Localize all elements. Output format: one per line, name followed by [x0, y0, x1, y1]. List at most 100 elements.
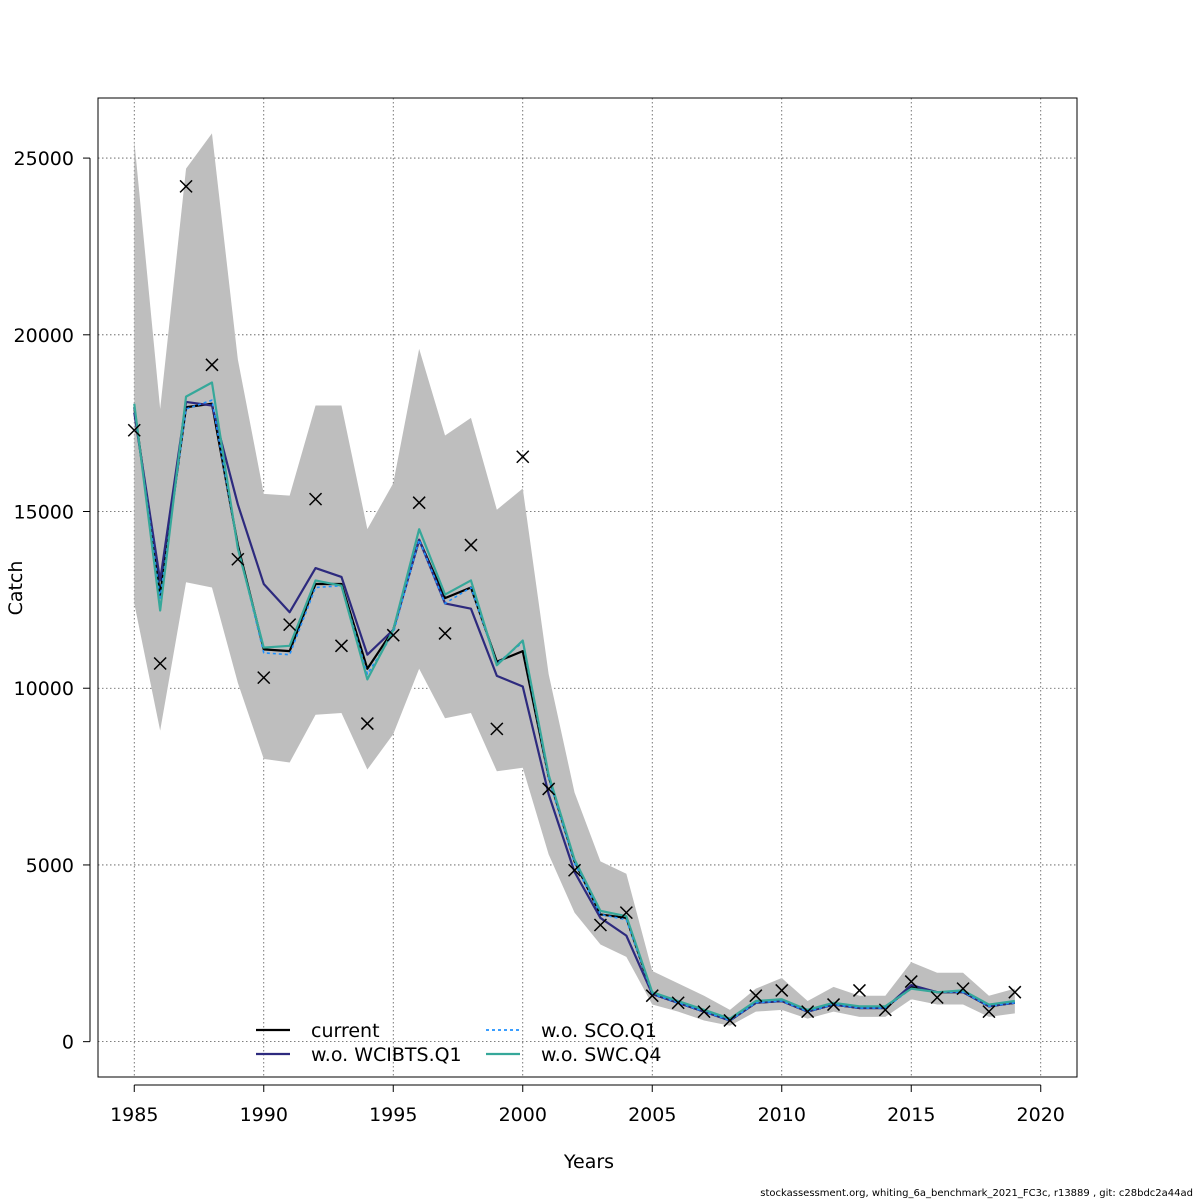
observed-point-2000: [516, 450, 530, 464]
observed-point-2016: [930, 990, 944, 1005]
observed-point-stroke-b: [231, 552, 245, 566]
observed-point-1990: [257, 671, 271, 685]
observed-point-stroke-b: [801, 1005, 815, 1019]
y-tick-label-10000: 10000: [14, 678, 74, 700]
legend-entry-3: w.o. SCO.Q1: [486, 1020, 657, 1042]
observed-point-2017: [956, 982, 970, 996]
observed-markers: [127, 179, 1022, 1027]
observed-point-1996: [412, 496, 426, 510]
observed-point-2001: [542, 782, 556, 796]
observed-point-1985: [127, 423, 141, 437]
observed-point-2007: [697, 1005, 711, 1019]
y-axis-label: Catch: [5, 561, 27, 616]
observed-point-stroke-b: [982, 1005, 996, 1019]
observed-point-stroke-b: [956, 982, 970, 996]
observed-point-stroke-b: [257, 671, 271, 685]
observed-point-stroke-b: [127, 423, 141, 437]
x-tick-label-2015: 2015: [887, 1104, 935, 1126]
observed-point-2014: [878, 1003, 892, 1017]
x-axis-label: Years: [563, 1151, 614, 1173]
observed-point-1995: [386, 628, 400, 642]
observed-point-stroke-b: [697, 1005, 711, 1019]
observed-point-2010: [775, 983, 789, 997]
observed-point-stroke-b: [309, 492, 323, 506]
x-tick-label-1990: 1990: [240, 1104, 288, 1126]
legend-label-3: w.o. SCO.Q1: [541, 1020, 657, 1042]
observed-point-stroke-b: [775, 983, 789, 997]
observed-point-1997: [438, 626, 452, 640]
observed-point-2002: [568, 863, 582, 877]
observed-point-stroke-b: [904, 975, 918, 989]
observed-point-stroke-b: [930, 990, 944, 1005]
observed-point-1992: [309, 492, 323, 506]
x-tick-label-2010: 2010: [758, 1104, 806, 1126]
observed-point-2009: [749, 989, 763, 1003]
series-layer: [133, 381, 1015, 1022]
observed-point-stroke-b: [438, 626, 452, 640]
observed-point-2019: [1008, 985, 1022, 999]
observed-point-stroke-b: [568, 863, 582, 877]
observed-point-stroke-b: [645, 989, 659, 1003]
observed-point-1999: [490, 722, 504, 736]
observed-point-stroke-b: [593, 918, 607, 932]
observed-point-2011: [801, 1005, 815, 1019]
confidence-band-layer: [134, 133, 1015, 1026]
y-tick-label-0: 0: [62, 1032, 74, 1054]
y-tick-label-15000: 15000: [14, 502, 74, 524]
y-tick-label-25000: 25000: [14, 148, 74, 170]
x-tick-label-1995: 1995: [369, 1104, 417, 1126]
observed-point-2018: [982, 1005, 996, 1019]
observed-point-stroke-b: [852, 983, 866, 997]
x-tick-label-2020: 2020: [1017, 1104, 1065, 1126]
legend-label-1: current: [311, 1020, 380, 1042]
axes: 1985 1990 1995 2000 2005 2010 2015 2020 0 5000 100…: [14, 148, 1065, 1126]
observed-point-2004: [619, 906, 633, 920]
observed-point-stroke-b: [205, 358, 219, 372]
x-tick-label-1985: 1985: [110, 1104, 158, 1126]
observed-point-2013: [852, 983, 866, 997]
observed-point-stroke-b: [827, 998, 841, 1012]
observed-point-stroke-b: [334, 639, 348, 653]
observed-point-stroke-b: [386, 628, 400, 642]
observed-point-stroke-b: [542, 782, 556, 796]
observed-point-1988: [205, 358, 219, 372]
observed-point-stroke-b: [516, 450, 530, 464]
x-tick-label-2000: 2000: [499, 1104, 547, 1126]
observed-point-2012: [827, 998, 841, 1012]
observed-point-1994: [360, 717, 374, 731]
y-tick-label-20000: 20000: [14, 325, 74, 347]
observed-point-stroke-b: [464, 538, 478, 552]
observed-point-1991: [283, 618, 297, 632]
legend-label-2: w.o. WCIBTS.Q1: [311, 1044, 462, 1066]
observed-point-2015: [904, 975, 918, 989]
legend-entry-2: w.o. WCIBTS.Q1: [256, 1044, 462, 1066]
observed-point-1989: [231, 552, 245, 566]
legend-entry-1: current: [256, 1020, 380, 1042]
y-tick-label-5000: 5000: [26, 855, 74, 877]
observed-point-stroke-b: [179, 179, 193, 193]
observed-point-2003: [593, 918, 607, 932]
x-tick-label-2005: 2005: [628, 1104, 676, 1126]
observed-point-2006: [671, 996, 685, 1010]
observed-point-stroke-b: [360, 717, 374, 731]
observed-point-1987: [179, 179, 193, 193]
observed-point-stroke-b: [723, 1013, 737, 1027]
observed-point-2005: [645, 989, 659, 1003]
observed-point-stroke-b: [283, 618, 297, 632]
observed-point-stroke-b: [671, 996, 685, 1010]
legend-label-4: w.o. SWC.Q4: [541, 1044, 661, 1066]
observed-point-1998: [464, 538, 478, 552]
observed-point-stroke-b: [878, 1003, 892, 1017]
observed-point-1993: [334, 639, 348, 653]
confidence-band: [134, 133, 1015, 1026]
observed-point-stroke-b: [153, 656, 167, 671]
footer-credit: stockassessment.org, whiting_6a_benchmar…: [760, 1188, 1193, 1199]
observed-point-stroke-b: [490, 722, 504, 736]
legend-entry-4: w.o. SWC.Q4: [486, 1044, 661, 1066]
plot-frame: [97, 97, 1078, 1078]
observed-point-2008: [723, 1013, 737, 1027]
series-line-3: [133, 399, 1015, 1022]
observed-point-stroke-b: [1008, 985, 1022, 999]
